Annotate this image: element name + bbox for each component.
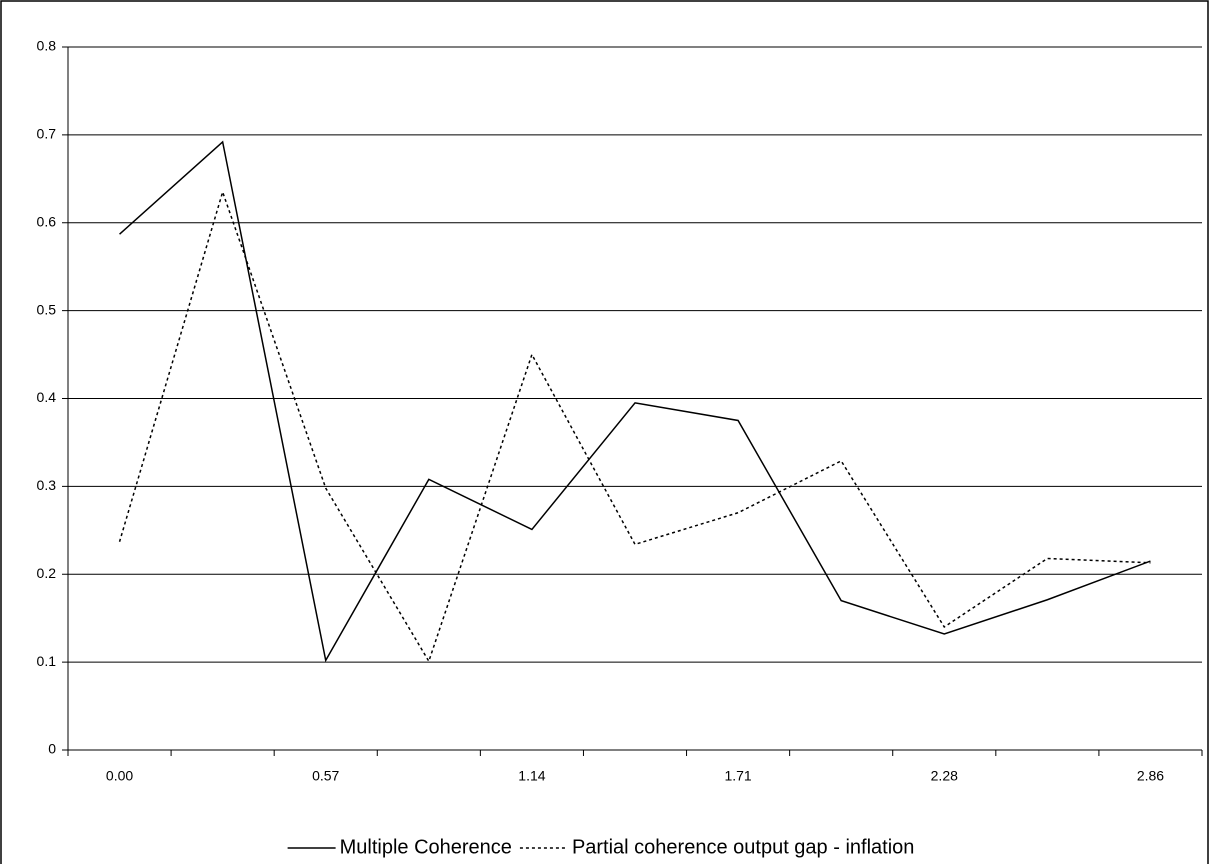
legend-label: Partial coherence output gap - inflation xyxy=(572,836,914,858)
series-line xyxy=(118,189,1151,664)
x-tick-label: 1.71 xyxy=(724,768,751,784)
y-tick-label: 0.8 xyxy=(37,38,57,54)
x-tick-label: 0.57 xyxy=(312,768,339,784)
y-tick-label: 0.4 xyxy=(37,389,57,405)
x-tick-label: 2.28 xyxy=(931,768,958,784)
y-tick-label: 0.7 xyxy=(37,126,57,142)
y-tick-label: 0 xyxy=(48,741,56,757)
y-tick-label: 0.5 xyxy=(37,301,57,317)
y-tick-label: 0.1 xyxy=(37,653,57,669)
x-tick-label: 0.00 xyxy=(106,768,133,784)
x-tick-label: 2.86 xyxy=(1137,768,1164,784)
series-line xyxy=(119,140,1151,663)
y-tick-label: 0.2 xyxy=(37,565,57,581)
legend-label: Multiple Coherence xyxy=(340,836,512,858)
y-tick-label: 0.6 xyxy=(37,213,57,229)
y-tick-label: 0.3 xyxy=(37,477,57,493)
x-tick-label: 1.14 xyxy=(518,768,545,784)
